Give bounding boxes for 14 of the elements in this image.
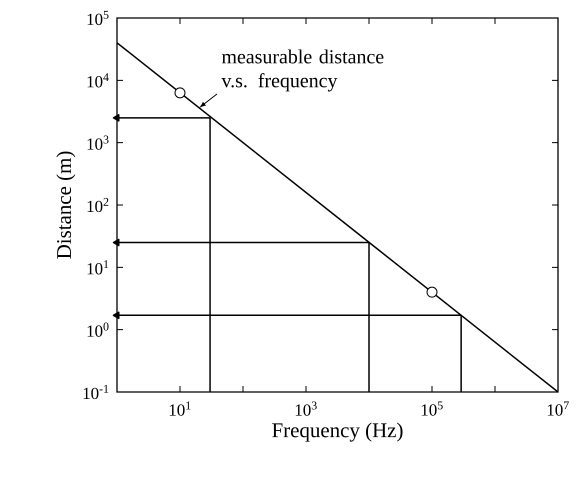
y-tick-label: 10$^{0}$ <box>88 322 109 337</box>
x-tick-label: 10$^{3}$ <box>296 402 317 416</box>
y-tick-label: 10$^{-1}$ <box>84 384 108 400</box>
y-axis-title: Distance (m) <box>56 152 76 259</box>
x-tick-label: 10$^{5}$ <box>422 402 443 416</box>
annotation: measurable distance v.s. frequency <box>221 49 384 92</box>
y-tick-label: 10$^{2}$ <box>88 198 108 212</box>
y-tick-label: 10$^{5}$ <box>88 10 109 26</box>
x-axis-title: Frequency (Hz) <box>272 422 403 442</box>
x-tick-label: 10$^{7}$ <box>548 402 569 416</box>
x-tick-label: 10$^{1}$ <box>170 402 190 416</box>
y-tick-label: 10$^{4}$ <box>88 73 109 88</box>
y-tick-label: 10$^{3}$ <box>88 136 109 150</box>
y-tick-label: 10$^{1}$ <box>88 260 108 274</box>
